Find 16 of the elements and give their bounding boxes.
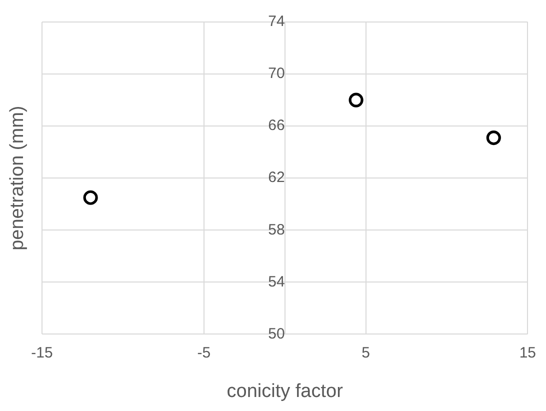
y-tick-label: 50 <box>268 325 285 342</box>
point <box>348 92 364 108</box>
point <box>486 130 501 146</box>
x-tick-label: 15 <box>519 344 536 362</box>
y-tick-label: 74 <box>268 13 285 30</box>
y-tick-label: 66 <box>268 117 285 134</box>
x-axis-title: conicity factor <box>226 380 344 402</box>
y-axis-title: penetration (mm) <box>7 106 28 250</box>
x-tick-label: 5 <box>362 344 370 362</box>
point <box>83 190 98 205</box>
y-tick-label: 54 <box>268 273 285 290</box>
y-tick-label: 62 <box>268 169 285 186</box>
y-tick-label: 70 <box>268 65 285 82</box>
x-tick-label: -15 <box>31 344 53 362</box>
x-tick-label: -5 <box>197 344 211 362</box>
y-tick-label: 58 <box>268 221 285 238</box>
